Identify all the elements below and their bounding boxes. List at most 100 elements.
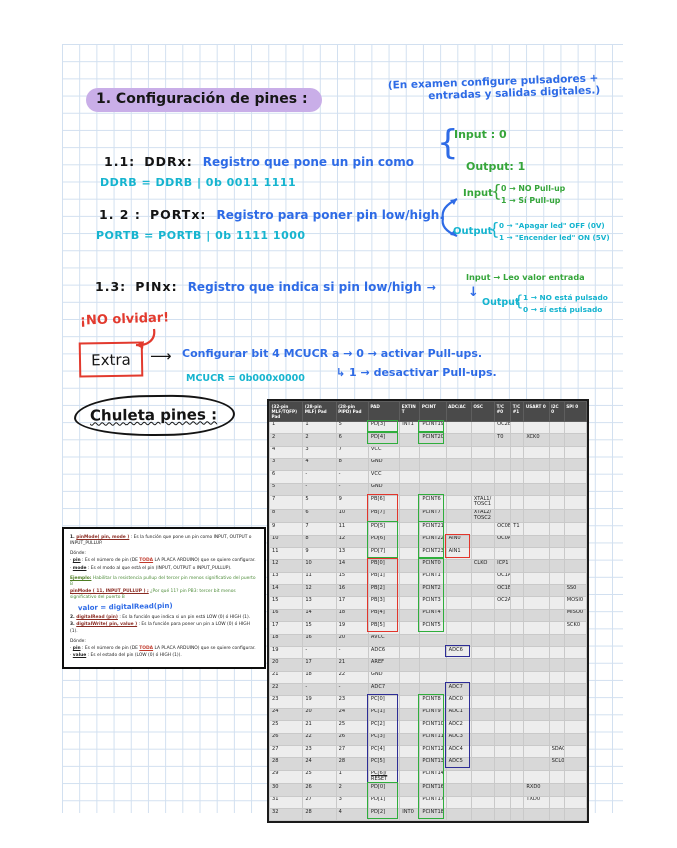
table-cell <box>563 720 588 734</box>
table-cell: 7 <box>302 522 337 536</box>
table-cell <box>523 482 550 497</box>
infobox-text: LA PLACA ARDUINO) que se quiere configur… <box>153 645 256 651</box>
table-cell: - <box>302 470 337 484</box>
table-cell <box>445 783 472 797</box>
table-cell <box>399 445 421 459</box>
table-cell <box>399 645 421 660</box>
table-cell: AVCC <box>367 633 401 647</box>
infobox-text: Habilitar la resistencia pullup del terc… <box>70 575 256 587</box>
infobox-text: value <box>72 652 87 658</box>
infobox-text: TODA <box>139 558 154 564</box>
col-header: (28-pin MLF) Pad <box>302 401 337 422</box>
table-row: 2 2 6 PD[4] PCINT20 T0 XCK0 <box>268 433 588 447</box>
table-cell: 3 <box>335 795 369 810</box>
infobox-text: pin <box>72 645 81 651</box>
table-cell <box>470 534 496 548</box>
table-cell <box>548 608 565 623</box>
table-row: 25 21 25 PC[2] PCINT10 ADC2 <box>268 720 588 734</box>
table-cell <box>548 808 565 822</box>
table-cell <box>523 584 550 598</box>
table-row: 22- - ADC7 ADC7 <box>268 683 588 697</box>
table-cell: 13 <box>335 546 369 561</box>
table-cell <box>563 420 588 435</box>
table-cell <box>523 757 550 771</box>
table-cell: MOSI0 <box>563 596 588 610</box>
table-cell: 8 <box>268 508 304 524</box>
col-header: ADC/AC <box>445 401 472 422</box>
table-cell: 6 <box>268 470 304 484</box>
table-cell <box>445 420 472 435</box>
extra-label: Extra <box>91 350 131 369</box>
table-cell <box>470 470 496 484</box>
table-cell <box>510 732 525 746</box>
table-cell <box>548 445 565 459</box>
col-header: OSC <box>470 401 496 422</box>
table-cell: ADC2 <box>445 720 472 734</box>
table-cell <box>470 769 496 785</box>
table-cell <box>548 559 565 573</box>
table-cell <box>494 769 512 785</box>
port-input-opt0: 0 → NO Pull-up <box>501 184 566 193</box>
table-cell <box>548 571 565 586</box>
table-cell <box>419 670 447 685</box>
table-row: 13 11 15 PB[1] PCINT1 OC1A <box>268 571 588 586</box>
table-cell: INT1 <box>399 420 421 435</box>
table-cell: PB[6] <box>367 495 401 510</box>
table-cell: 18 <box>302 670 337 685</box>
table-cell <box>470 445 496 459</box>
table-cell <box>399 534 421 548</box>
table-cell <box>548 420 565 435</box>
chuleta-cloud: Chuleta pines : <box>73 394 236 437</box>
table-cell <box>563 445 588 459</box>
table-cell <box>510 744 525 759</box>
table-cell: 17 <box>268 621 304 635</box>
table-cell <box>470 783 496 797</box>
table-cell: XTAL1/TOSC1 <box>470 495 496 510</box>
table-cell: XTAL2/TOSC2 <box>470 508 496 524</box>
table-cell: SDA0 <box>548 744 565 759</box>
table-cell <box>494 732 512 746</box>
mcucr-code: MCUCR = 0b000x0000 <box>186 373 305 384</box>
extra-line1: Configurar bit 4 MCUCR a → 0 → activar P… <box>182 347 483 360</box>
table-cell <box>548 645 565 660</box>
brace-1-1-icon: { <box>437 123 459 163</box>
table-cell <box>399 732 421 746</box>
table-cell: 11 <box>335 522 369 536</box>
table-cell <box>510 508 525 524</box>
table-row: 27 23 27 PC[4] PCINT12 ADC4 SDA0 <box>268 744 588 759</box>
table-cell <box>548 707 565 722</box>
pin-output-label: Output <box>482 297 520 308</box>
table-cell: 8 <box>302 534 337 548</box>
table-cell: PC[3] <box>367 732 401 746</box>
table-cell: CLKO <box>470 559 496 573</box>
table-cell: 20 <box>302 707 337 722</box>
chuleta-label: Chuleta pines : <box>89 405 218 425</box>
section-1-2-reg: PORTx: <box>149 207 207 222</box>
table-row: 28 24 28 PC[5] PCINT13 ADC5 SCL0 <box>268 757 588 771</box>
table-row: 8 6 10 PB[7] PCINT7 XTAL2/TOSC2 <box>268 508 588 524</box>
infobox-text: pin <box>72 558 81 564</box>
table-cell: 19 <box>268 645 304 660</box>
table-cell <box>494 445 512 459</box>
table-cell: 9 <box>302 546 337 561</box>
table-cell <box>548 508 565 524</box>
table-cell: INT0 <box>399 808 421 822</box>
pin-table: (32-pin MLF/TQFP) Pad (28-pin MLF) Pad (28… <box>268 401 588 822</box>
table-cell: 3 <box>268 457 304 472</box>
table-cell <box>470 645 496 660</box>
table-row: 31 27 3 PD[1] PCINT17 TXD0 <box>268 795 588 810</box>
table-cell <box>523 658 550 672</box>
table-cell <box>445 470 472 484</box>
table-row: 29 25 1 PC[6]/RESET PCINT14 <box>268 769 588 785</box>
table-cell <box>563 744 588 759</box>
page-title-text: 1. Configuración de pines : <box>86 88 322 112</box>
table-cell: GND <box>367 670 401 685</box>
table-cell: PC[4] <box>367 744 401 759</box>
table-cell: 1 <box>302 420 337 435</box>
table-cell <box>494 508 512 524</box>
infobox-text: 2. <box>70 615 77 621</box>
table-cell <box>510 608 525 623</box>
table-cell <box>510 470 525 484</box>
table-cell: OC1B <box>494 584 512 598</box>
infobox-text: digitalWrite( pin, value ) <box>76 622 138 628</box>
